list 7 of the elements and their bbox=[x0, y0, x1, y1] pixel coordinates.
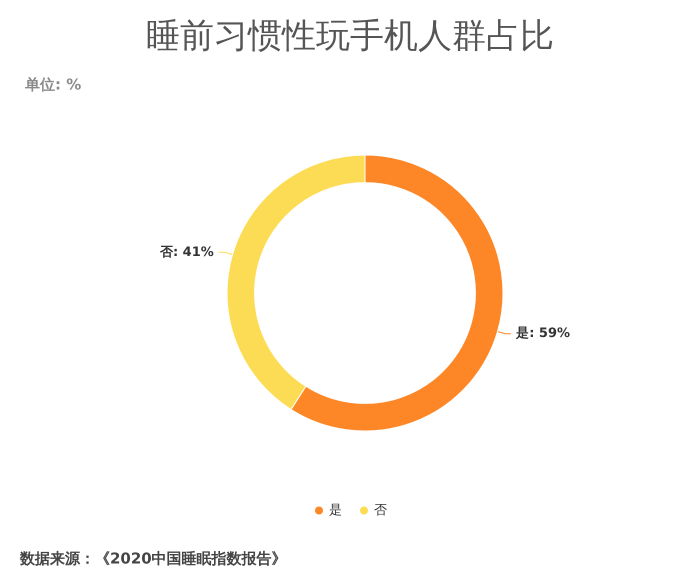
data-label: 是: 59% bbox=[515, 326, 570, 342]
chart-title: 睡前习惯性玩手机人群占比 bbox=[146, 16, 554, 56]
chart-subtitle: 单位: % bbox=[24, 76, 82, 94]
legend-label: 否 bbox=[374, 503, 387, 518]
data-label: 否: 41% bbox=[158, 244, 214, 260]
source-note: 数据来源：《2020中国睡眠指数报告》 bbox=[19, 550, 287, 568]
legend-label: 是 bbox=[329, 503, 342, 518]
